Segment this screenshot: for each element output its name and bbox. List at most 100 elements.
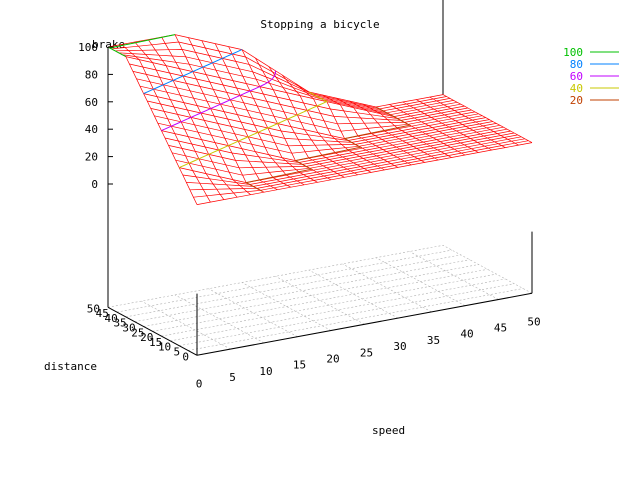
floor-gridline-x: [174, 294, 265, 344]
surface-line-distance: [281, 74, 372, 173]
x-tick-label: 50: [527, 315, 540, 328]
surface-line-speed: [164, 124, 501, 163]
floor-gridline-x: [308, 269, 399, 319]
floor-gridline-x: [141, 300, 231, 350]
surface-line-speed: [115, 49, 451, 112]
floor-gridline-x: [442, 245, 533, 294]
surface-line-distance: [335, 97, 425, 163]
surface-line-distance: [255, 57, 345, 178]
y-axis-label: distance: [44, 360, 97, 373]
surface-line-distance: [362, 103, 452, 158]
floor-gridline-x: [342, 263, 432, 313]
surface-line-distance: [107, 46, 198, 205]
surface-line-distance: [147, 39, 238, 198]
surface-line-speed: [157, 121, 493, 154]
surface-line-distance: [442, 94, 533, 143]
floor-gridline-y: [170, 278, 506, 342]
z-tick-label: 60: [85, 96, 98, 109]
x-tick-label: 30: [393, 340, 406, 353]
surface-line-speed: [161, 123, 497, 161]
y-tick-label: 35: [113, 317, 126, 330]
x-axis-label: speed: [372, 424, 405, 437]
surface-line-distance: [161, 36, 251, 195]
surface-line-speed: [189, 138, 525, 191]
x-tick-label: 45: [494, 322, 507, 335]
contour-20: [244, 106, 412, 192]
y-axis-line: [107, 306, 198, 356]
surface-line-speed: [168, 126, 504, 165]
chart-title: Stopping a bicycle: [260, 18, 379, 31]
surface-line-distance: [174, 34, 265, 193]
contour-60: [161, 70, 276, 132]
floor-gridline-x: [375, 257, 466, 306]
y-tick-label: 15: [149, 336, 162, 349]
legend-label: 80: [570, 58, 583, 71]
surface-line-speed: [154, 115, 490, 147]
contour-80: [143, 49, 243, 95]
z-tick-label: 0: [91, 178, 98, 191]
x-tick-label: 25: [360, 346, 373, 359]
y-tick-label: 50: [87, 302, 100, 315]
x-tick-label: 0: [196, 377, 203, 390]
floor-gridline-y: [107, 245, 444, 308]
surface-line-distance: [228, 46, 318, 183]
y-tick-label: 30: [122, 322, 135, 335]
surface-line-speed: [118, 52, 454, 114]
surface-line-speed: [143, 93, 479, 139]
floor-gridline-x: [241, 282, 332, 331]
surface-line-distance: [389, 104, 479, 153]
surface-line-distance: [349, 100, 439, 161]
floor-gridline-y: [179, 283, 515, 346]
z-tick-label: 20: [85, 151, 98, 164]
legend-label: 60: [570, 70, 583, 83]
surface-line-speed: [182, 134, 518, 185]
surface-line-distance: [322, 94, 412, 166]
y-tick-label: 40: [105, 312, 118, 325]
surface-line-speed: [179, 132, 515, 183]
x-tick-label: 20: [326, 353, 339, 366]
surface-line-distance: [201, 40, 291, 188]
y-tick-label: 45: [96, 307, 109, 320]
surface-line-distance: [121, 44, 211, 203]
legend-label: 20: [570, 94, 583, 107]
y-tick-label: 0: [182, 350, 189, 363]
surface-line-distance: [241, 49, 332, 181]
surface-line-distance: [134, 41, 225, 200]
z-tick-label: 100: [78, 41, 98, 54]
floor-gridline-y: [152, 269, 488, 332]
z-tick-label: 80: [85, 68, 98, 81]
surface-line-speed: [111, 41, 447, 110]
z-tick-label: 40: [85, 123, 98, 136]
surface-line-speed: [172, 128, 508, 169]
surface-line-distance: [295, 83, 385, 171]
y-tick-label: 5: [173, 346, 180, 359]
surface-mesh: [107, 34, 533, 205]
floor-gridline-y: [125, 254, 461, 318]
contour-100: [108, 34, 176, 58]
surface-line-speed: [129, 63, 465, 119]
surface-line-distance: [268, 66, 358, 176]
surface-line-distance: [416, 99, 506, 148]
floor-gridline-y: [143, 264, 479, 327]
floor-gridline-y: [116, 249, 452, 313]
y-tick-label: 20: [140, 331, 153, 344]
floor-gridline-x: [208, 288, 298, 337]
surface-line-distance: [214, 43, 305, 186]
surface-line-speed: [175, 130, 511, 176]
y-tick-label: 10: [158, 341, 171, 354]
z-axis-label: brake: [92, 38, 125, 51]
surface-line-speed: [196, 142, 533, 205]
floor-gridline-y: [134, 259, 470, 322]
surface-line-distance: [429, 96, 519, 146]
axes: [107, 0, 533, 356]
y-tick-label: 25: [131, 326, 144, 339]
contour-40: [178, 91, 328, 169]
surface-line-speed: [193, 140, 529, 198]
surface-line-distance: [188, 37, 278, 191]
x-axis-line: [196, 292, 533, 356]
surface-line-speed: [122, 54, 458, 116]
floor-gridline-y: [188, 288, 524, 351]
surface-line-speed: [139, 85, 476, 132]
surface-line-speed: [147, 100, 483, 141]
